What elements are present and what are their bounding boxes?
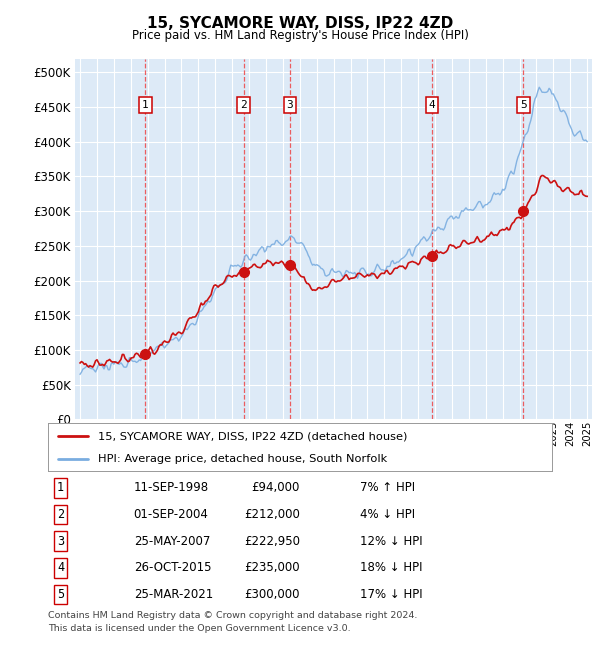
Text: Contains HM Land Registry data © Crown copyright and database right 2024.: Contains HM Land Registry data © Crown c…	[48, 611, 418, 620]
Text: 15, SYCAMORE WAY, DISS, IP22 4ZD (detached house): 15, SYCAMORE WAY, DISS, IP22 4ZD (detach…	[98, 431, 408, 441]
Text: 17% ↓ HPI: 17% ↓ HPI	[361, 588, 423, 601]
Text: 1: 1	[142, 100, 149, 110]
Text: £235,000: £235,000	[244, 562, 300, 575]
Text: 15, SYCAMORE WAY, DISS, IP22 4ZD: 15, SYCAMORE WAY, DISS, IP22 4ZD	[147, 16, 453, 31]
Text: 12% ↓ HPI: 12% ↓ HPI	[361, 534, 423, 547]
Text: 26-OCT-2015: 26-OCT-2015	[134, 562, 211, 575]
Text: 4: 4	[428, 100, 436, 110]
Text: 2: 2	[240, 100, 247, 110]
Text: 25-MAY-2007: 25-MAY-2007	[134, 534, 210, 547]
Text: 3: 3	[57, 534, 64, 547]
Text: 01-SEP-2004: 01-SEP-2004	[134, 508, 209, 521]
Text: 25-MAR-2021: 25-MAR-2021	[134, 588, 213, 601]
Text: 4: 4	[57, 562, 64, 575]
Text: 5: 5	[57, 588, 64, 601]
Text: £94,000: £94,000	[251, 481, 300, 494]
Text: Price paid vs. HM Land Registry's House Price Index (HPI): Price paid vs. HM Land Registry's House …	[131, 29, 469, 42]
Text: This data is licensed under the Open Government Licence v3.0.: This data is licensed under the Open Gov…	[48, 624, 350, 633]
Text: 7% ↑ HPI: 7% ↑ HPI	[361, 481, 416, 494]
Text: £222,950: £222,950	[244, 534, 300, 547]
Text: 2: 2	[57, 508, 64, 521]
Text: 18% ↓ HPI: 18% ↓ HPI	[361, 562, 423, 575]
Text: 1: 1	[57, 481, 64, 494]
Text: HPI: Average price, detached house, South Norfolk: HPI: Average price, detached house, Sout…	[98, 454, 388, 464]
Text: 11-SEP-1998: 11-SEP-1998	[134, 481, 209, 494]
Text: 5: 5	[520, 100, 527, 110]
Text: £212,000: £212,000	[244, 508, 300, 521]
Text: £300,000: £300,000	[245, 588, 300, 601]
Text: 4% ↓ HPI: 4% ↓ HPI	[361, 508, 416, 521]
Text: 3: 3	[286, 100, 293, 110]
